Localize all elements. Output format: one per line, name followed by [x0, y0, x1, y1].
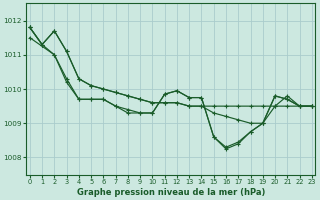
X-axis label: Graphe pression niveau de la mer (hPa): Graphe pression niveau de la mer (hPa): [76, 188, 265, 197]
